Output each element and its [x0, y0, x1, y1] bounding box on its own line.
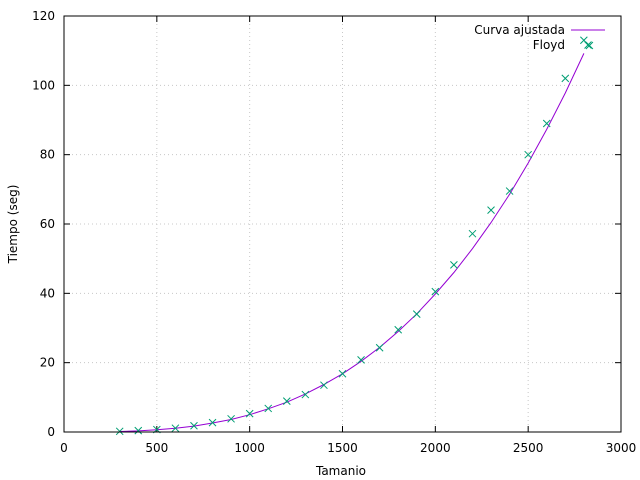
data-point-floyd — [115, 427, 124, 436]
data-point-floyd — [561, 74, 570, 83]
data-point-floyd — [227, 414, 235, 423]
data-point-floyd — [394, 325, 403, 334]
x-tick-label: 2500 — [513, 441, 544, 455]
data-point-floyd — [487, 206, 495, 214]
data-point-floyd — [208, 418, 217, 427]
x-axis-label: Tamanio — [315, 464, 366, 478]
data-point-floyd — [320, 381, 328, 390]
data-point-floyd — [412, 310, 421, 318]
y-tick-label: 120 — [32, 9, 55, 23]
data-point-floyd — [282, 397, 291, 406]
data-point-floyd — [542, 119, 551, 128]
data-point-floyd — [171, 424, 180, 433]
x-tick-label: 1000 — [234, 441, 265, 455]
data-point-floyd — [431, 287, 440, 296]
x-tick-label: 1500 — [327, 441, 358, 455]
x-tick-label: 3000 — [606, 441, 637, 455]
y-tick-label: 40 — [40, 286, 55, 300]
data-point-floyd — [338, 369, 347, 378]
data-point-floyd — [190, 421, 198, 430]
data-point-floyd — [375, 343, 384, 352]
data-point-floyd — [134, 426, 143, 435]
y-tick-label: 0 — [47, 425, 55, 439]
y-tick-label: 20 — [40, 356, 55, 370]
x-tick-label: 500 — [145, 441, 168, 455]
x-tick-label: 2000 — [420, 441, 451, 455]
y-tick-label: 100 — [32, 78, 55, 92]
y-tick-label: 60 — [40, 217, 55, 231]
data-point-floyd — [245, 409, 254, 418]
legend-swatch-marker — [584, 41, 592, 49]
data-point-floyd — [524, 150, 533, 159]
y-axis-label: Tiempo (seg) — [6, 185, 20, 265]
plot-border — [63, 15, 622, 433]
data-point-floyd — [505, 187, 514, 195]
data-point-floyd — [264, 404, 273, 413]
data-point-floyd — [585, 41, 594, 50]
data-point-floyd — [301, 390, 310, 399]
series-line-curva-ajustada — [119, 53, 585, 432]
data-point-floyd — [468, 229, 477, 238]
y-tick-label: 80 — [40, 148, 55, 162]
tick-labels: 0 500 1000 1500 2000 2500 3000 0 20 40 60 80 100 120 — [32, 9, 636, 455]
data-point-floyd — [357, 356, 365, 364]
x-tick-label: 0 — [60, 441, 68, 455]
legend-label: Curva ajustada — [474, 23, 565, 37]
data-point-floyd — [450, 261, 458, 269]
legend-label: Floyd — [533, 38, 565, 52]
